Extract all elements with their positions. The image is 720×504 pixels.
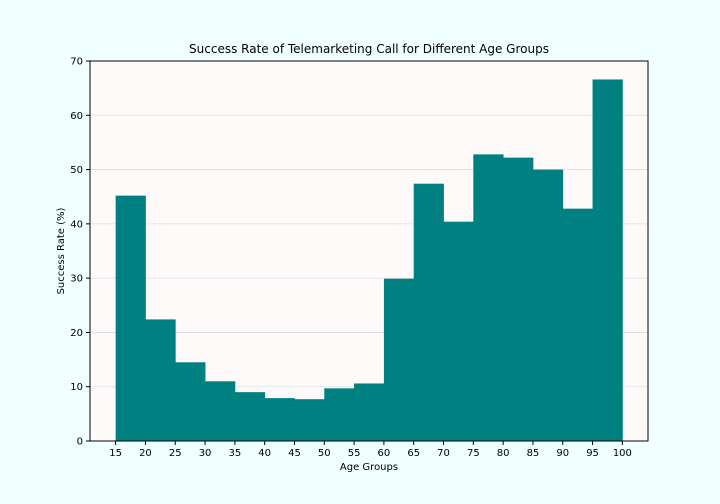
y-axis: 0 10 20 30 40 50 60 70 — [70, 57, 90, 448]
x-axis-label: Age Groups — [340, 462, 398, 473]
x-tick-label-14: 85 — [527, 448, 540, 459]
y-tick-label-4: 40 — [70, 219, 83, 230]
y-tick-label-7: 70 — [70, 57, 83, 68]
bars — [115, 79, 623, 442]
x-axis: 15 20 25 30 35 40 45 50 55 60 65 70 75 80 85 90 95 100 — [109, 441, 632, 459]
x-tick-label-10: 65 — [407, 448, 420, 459]
y-tick-label-3: 30 — [70, 274, 83, 285]
chart-title: Success Rate of Telemarketing Call for D… — [189, 42, 549, 56]
x-tick-label-0: 15 — [109, 448, 122, 459]
x-tick-label-3: 30 — [199, 448, 212, 459]
x-tick-label-4: 35 — [228, 448, 241, 459]
bar-90-95 — [562, 208, 593, 441]
y-tick-label-6: 60 — [70, 111, 83, 122]
bar-50-55 — [324, 388, 355, 441]
bar-45-50 — [294, 399, 325, 441]
x-tick-label-9: 60 — [378, 448, 391, 459]
x-tick-label-12: 75 — [467, 448, 480, 459]
bar-65-70 — [413, 183, 444, 441]
bar-40-45 — [264, 398, 295, 441]
x-tick-label-2: 25 — [169, 448, 182, 459]
x-tick-label-1: 20 — [139, 448, 152, 459]
x-tick-label-17: 100 — [613, 448, 632, 459]
x-tick-label-13: 80 — [497, 448, 510, 459]
bar-85-90 — [532, 169, 564, 442]
y-tick-label-2: 20 — [70, 328, 83, 339]
x-tick-label-15: 90 — [556, 448, 569, 459]
bar-15-20 — [115, 195, 146, 441]
bar-75-80 — [473, 154, 504, 441]
bar-30-35 — [205, 381, 236, 441]
bar-25-30 — [175, 362, 206, 441]
y-tick-label-1: 10 — [70, 382, 83, 393]
bar-55-60 — [354, 383, 385, 441]
x-tick-label-8: 55 — [348, 448, 361, 459]
bar-80-85 — [503, 157, 534, 441]
bar-95-100 — [592, 79, 623, 441]
x-tick-label-5: 40 — [258, 448, 271, 459]
bar-20-25 — [145, 319, 176, 441]
bar-35-40 — [234, 392, 266, 441]
x-tick-label-11: 70 — [437, 448, 450, 459]
bar-70-75 — [443, 221, 474, 441]
y-axis-label: Success Rate (%) — [56, 207, 67, 294]
y-tick-label-0: 0 — [77, 437, 83, 448]
plot-frame — [89, 60, 649, 442]
y-tick-label-5: 50 — [70, 165, 83, 176]
x-tick-label-7: 50 — [318, 448, 331, 459]
x-tick-label-6: 45 — [288, 448, 301, 459]
bar-60-65 — [383, 278, 415, 441]
x-tick-label-16: 95 — [586, 448, 599, 459]
